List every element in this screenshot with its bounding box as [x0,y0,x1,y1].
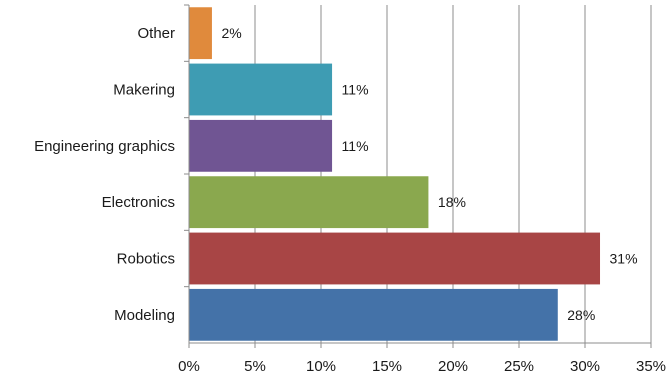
bar-engineering-graphics [189,119,333,172]
data-label: 31% [610,251,638,267]
x-tick-label: 20% [438,358,468,375]
category-label: Robotics [117,251,175,268]
x-tick-label: 35% [636,358,666,375]
data-label: 11% [342,138,369,154]
x-tick-label: 0% [178,358,200,375]
x-tick-label: 25% [504,358,534,375]
axes [184,4,652,348]
category-label: Engineering graphics [34,138,175,155]
category-label: Modeling [114,307,175,324]
bar-electronics [189,176,429,229]
x-tick-label: 15% [372,358,402,375]
category-label: Electronics [102,194,175,211]
x-tick-label: 30% [570,358,600,375]
category-label: Makering [113,82,175,99]
gridlines [254,5,652,343]
data-label: 28% [567,307,595,323]
category-label: Other [137,25,175,42]
data-label: 11% [342,82,369,98]
bars [189,7,601,341]
x-tick-label: 10% [306,358,336,375]
bar-other [189,7,212,60]
labels: 0% 5% 10% 15% 20% 25% 30% 35% Other 2% Makering 11%… [34,25,666,375]
data-label: 18% [438,194,466,210]
data-label: 2% [221,25,241,41]
bar-makering [189,63,333,116]
bar-modeling [189,288,558,341]
bar-robotics [189,232,601,285]
x-tick-label: 5% [244,358,266,375]
